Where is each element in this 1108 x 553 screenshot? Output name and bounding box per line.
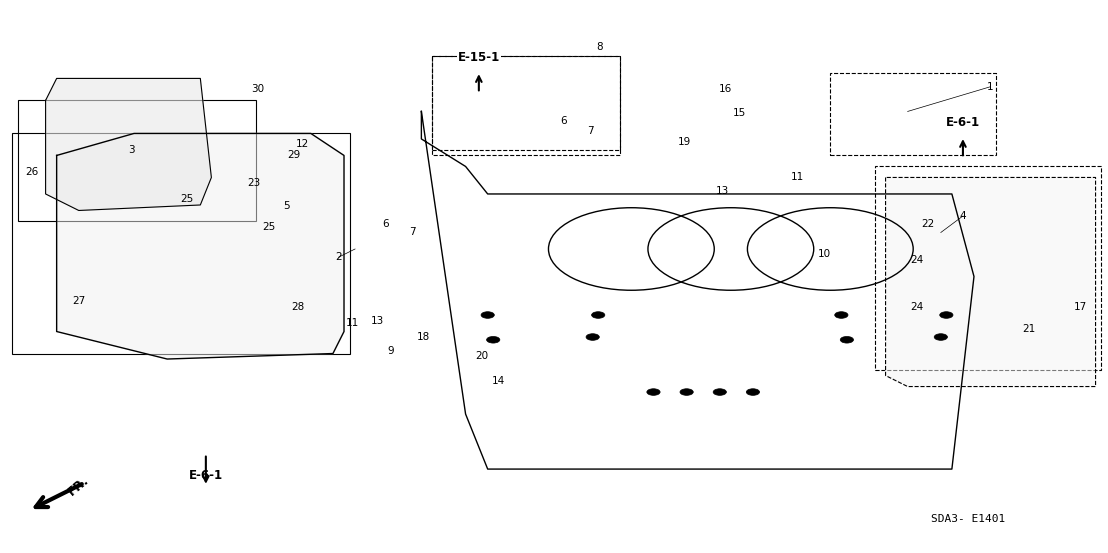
Text: 23: 23 — [247, 178, 260, 188]
Text: 9: 9 — [387, 346, 393, 356]
Text: 29: 29 — [288, 150, 301, 160]
Text: SDA3- E1401: SDA3- E1401 — [932, 514, 1006, 524]
Text: 30: 30 — [252, 85, 265, 95]
Text: 21: 21 — [1023, 324, 1036, 334]
Circle shape — [934, 333, 947, 340]
Circle shape — [486, 336, 500, 343]
Circle shape — [481, 312, 494, 319]
Circle shape — [592, 312, 605, 319]
Circle shape — [714, 389, 727, 395]
Text: 7: 7 — [409, 227, 416, 237]
Text: 1: 1 — [987, 82, 994, 92]
Text: 7: 7 — [587, 126, 594, 135]
Text: 6: 6 — [561, 116, 567, 126]
Text: E-6-1: E-6-1 — [188, 469, 223, 482]
Text: 6: 6 — [382, 219, 389, 229]
Polygon shape — [57, 133, 343, 359]
Text: 10: 10 — [818, 249, 831, 259]
Circle shape — [940, 312, 953, 319]
Text: 25: 25 — [181, 195, 194, 205]
Text: FR.: FR. — [65, 473, 92, 498]
Text: 24: 24 — [910, 302, 923, 312]
Text: 12: 12 — [296, 139, 309, 149]
Text: 16: 16 — [719, 85, 732, 95]
Polygon shape — [45, 79, 212, 211]
Text: 3: 3 — [129, 145, 135, 155]
Text: 25: 25 — [263, 222, 276, 232]
Text: 2: 2 — [335, 252, 341, 262]
Circle shape — [680, 389, 694, 395]
Text: 4: 4 — [960, 211, 966, 221]
Circle shape — [647, 389, 660, 395]
Text: 15: 15 — [733, 107, 747, 118]
Text: E-15-1: E-15-1 — [458, 51, 500, 64]
Text: 17: 17 — [1074, 302, 1087, 312]
Text: 11: 11 — [790, 173, 803, 182]
Circle shape — [586, 333, 599, 340]
Text: 26: 26 — [25, 167, 39, 177]
Polygon shape — [885, 178, 1096, 387]
Text: 22: 22 — [921, 219, 934, 229]
Text: 8: 8 — [596, 41, 603, 51]
Text: 28: 28 — [291, 302, 305, 312]
Text: E-6-1: E-6-1 — [946, 116, 979, 129]
Circle shape — [747, 389, 760, 395]
Text: 24: 24 — [910, 255, 923, 265]
Circle shape — [840, 336, 853, 343]
Text: 13: 13 — [370, 316, 383, 326]
Text: 11: 11 — [346, 319, 359, 328]
Text: 18: 18 — [417, 332, 430, 342]
Circle shape — [834, 312, 848, 319]
Text: 19: 19 — [678, 137, 691, 147]
Text: 27: 27 — [72, 296, 85, 306]
Text: 13: 13 — [716, 186, 729, 196]
Text: 20: 20 — [475, 351, 489, 361]
Text: 5: 5 — [284, 201, 290, 211]
Text: 14: 14 — [492, 376, 505, 386]
